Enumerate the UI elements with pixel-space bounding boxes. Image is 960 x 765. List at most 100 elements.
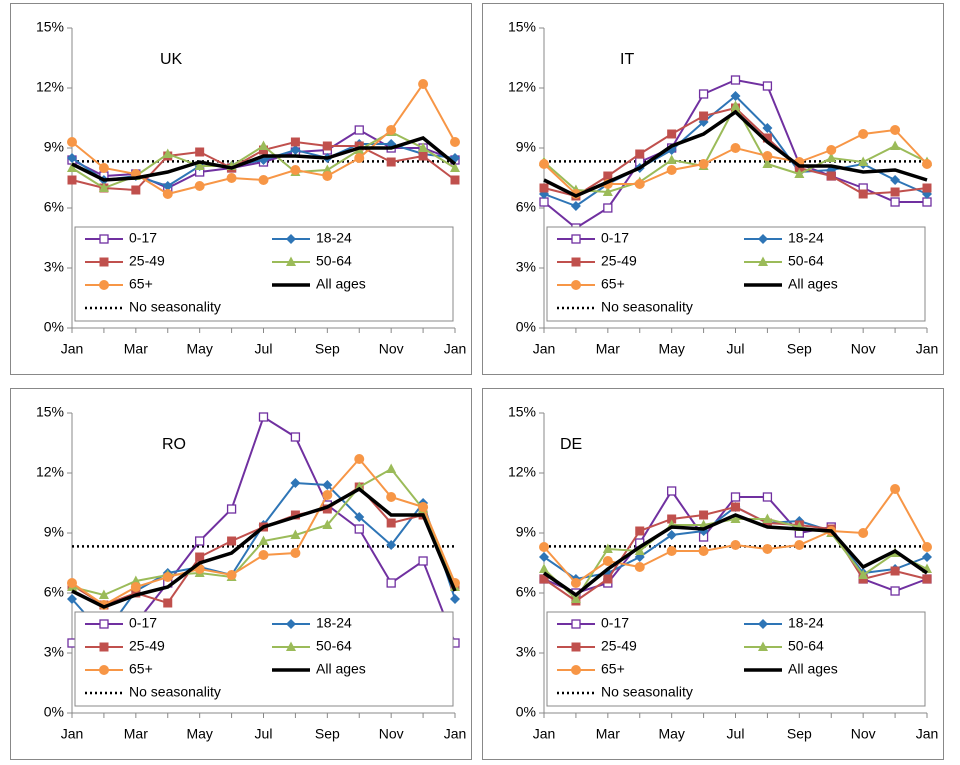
- x-tick-label: Nov: [379, 341, 404, 357]
- y-tick-label: 9%: [516, 139, 536, 155]
- marker: [322, 171, 333, 181]
- y-tick-label: 15%: [36, 404, 64, 420]
- y-tick-label: 6%: [516, 199, 536, 215]
- x-tick-label: Jul: [727, 726, 745, 742]
- marker: [418, 79, 429, 89]
- chart-title: UK: [160, 51, 183, 68]
- marker: [730, 540, 741, 550]
- x-tick-label: Jan: [916, 341, 939, 357]
- x-tick-label: Mar: [596, 341, 620, 357]
- marker: [194, 160, 205, 170]
- marker: [730, 75, 741, 85]
- marker: [354, 125, 364, 135]
- marker: [290, 548, 301, 558]
- marker: [418, 556, 428, 566]
- x-tick-label: Jan: [61, 726, 84, 742]
- y-tick-label: 12%: [508, 464, 536, 480]
- marker: [762, 492, 773, 502]
- marker: [571, 619, 581, 629]
- marker: [322, 480, 333, 490]
- y-tick-label: 3%: [516, 259, 536, 275]
- marker: [162, 181, 173, 191]
- legend-label: No seasonality: [129, 684, 221, 700]
- marker: [602, 186, 613, 196]
- legend-entry: No seasonality: [557, 684, 693, 700]
- legend-entry: 25-49: [557, 253, 637, 269]
- legend-box: [74, 611, 454, 707]
- marker: [418, 151, 428, 161]
- y-tick-label: 3%: [44, 259, 64, 275]
- legend-label: 65+: [129, 276, 153, 292]
- marker: [386, 518, 396, 528]
- marker: [667, 514, 677, 524]
- marker: [730, 513, 741, 523]
- marker: [858, 569, 869, 579]
- y-tick-label: 3%: [44, 644, 64, 660]
- x-tick-label: Nov: [851, 341, 876, 357]
- x-tick-label: Jul: [255, 726, 273, 742]
- x-tick-label: May: [186, 726, 212, 742]
- series: [543, 109, 928, 198]
- marker: [922, 574, 932, 584]
- marker: [67, 137, 77, 147]
- marker: [286, 641, 296, 651]
- marker: [858, 156, 869, 166]
- marker: [634, 545, 645, 555]
- legend-label: 50-64: [788, 253, 824, 269]
- marker: [290, 165, 301, 175]
- marker: [762, 133, 772, 143]
- marker: [570, 578, 581, 588]
- series-line: [71, 486, 457, 609]
- y-tick-label: 12%: [36, 79, 64, 95]
- legend-label: 0-17: [129, 230, 157, 246]
- marker: [131, 185, 141, 195]
- marker: [98, 182, 109, 192]
- legend-label: 25-49: [129, 253, 165, 269]
- marker: [858, 189, 868, 199]
- series: [539, 125, 932, 199]
- legend-entry: 50-64: [272, 638, 352, 654]
- chart-panel: 0% 3% 6% 9% 12% 15% Jan Mar May Jul Sep Nov Jan UK 0-1…: [10, 3, 472, 375]
- legend-label: 25-49: [601, 638, 637, 654]
- y-tick-label: 15%: [36, 19, 64, 35]
- x-tick-label: Mar: [596, 726, 620, 742]
- marker: [922, 197, 932, 207]
- legend-label: 65+: [601, 661, 625, 677]
- marker: [667, 486, 677, 496]
- marker: [450, 162, 460, 172]
- marker: [922, 552, 932, 562]
- marker: [99, 280, 109, 290]
- legend-label: No seasonality: [601, 299, 693, 315]
- marker: [730, 143, 741, 153]
- marker: [758, 234, 768, 244]
- legend-entry: 0-17: [557, 615, 629, 631]
- marker: [730, 492, 741, 502]
- legend-entry: 50-64: [744, 253, 824, 269]
- x-tick-label: Jul: [255, 341, 273, 357]
- series: [543, 513, 928, 598]
- chart-title: IT: [620, 51, 634, 68]
- legend-entry: No seasonality: [85, 684, 221, 700]
- marker: [731, 502, 740, 512]
- marker: [635, 526, 645, 536]
- marker: [354, 512, 365, 522]
- marker: [762, 123, 773, 133]
- marker: [539, 563, 549, 573]
- legend-label: 18-24: [316, 230, 352, 246]
- marker: [450, 137, 460, 147]
- y-tick-label: 0%: [44, 704, 64, 720]
- y-tick-label: 12%: [36, 464, 64, 480]
- marker: [418, 502, 429, 512]
- marker: [354, 153, 365, 163]
- legend-label: 18-24: [316, 615, 352, 631]
- marker: [258, 140, 269, 150]
- marker: [858, 129, 869, 139]
- marker: [570, 201, 581, 211]
- marker: [286, 234, 296, 244]
- legend-box: [74, 226, 454, 322]
- legend-entry: 25-49: [85, 638, 165, 654]
- y-tick-label: 15%: [508, 19, 536, 35]
- legend-label: 0-17: [601, 615, 629, 631]
- legend-label: 0-17: [129, 615, 157, 631]
- x-tick-label: May: [658, 726, 684, 742]
